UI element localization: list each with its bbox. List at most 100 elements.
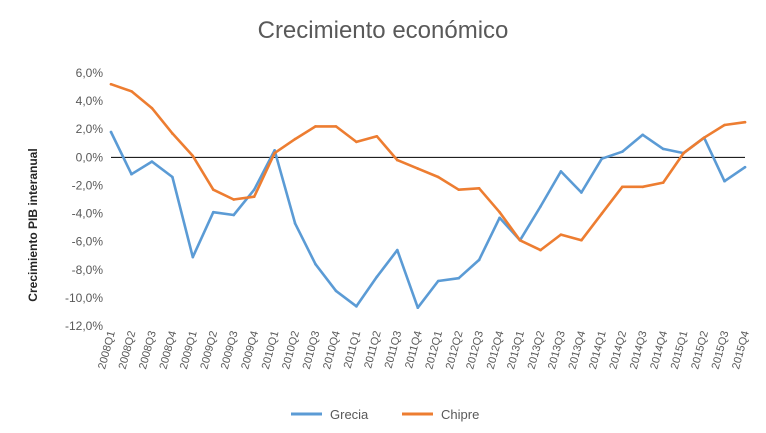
x-tick-label: 2015Q2 [689,330,711,371]
data-point [293,222,297,225]
x-tick-label: 2011Q1 [342,330,364,370]
data-point [273,149,276,152]
x-tick-label: 2015Q3 [710,330,732,371]
data-point [580,191,583,194]
data-point [171,175,174,179]
data-point [396,158,399,162]
y-tick-label: -2,0% [72,178,104,192]
y-axis: 6,0% 4,0% 2,0% 0,0% -2,0% -4,0% -6,0% -8,0% -10,… [65,66,103,333]
data-point [293,137,297,141]
data-point [375,134,379,138]
x-tick-label: 2014Q4 [648,330,670,371]
x-tick-label: 2012Q3 [464,330,486,371]
x-tick-label: 2010Q3 [301,330,323,371]
x-tick-label: 2012Q2 [444,330,466,371]
y-tick-label: 2,0% [76,122,104,136]
data-point [457,188,460,191]
y-tick-label: 0,0% [76,150,104,164]
data-point [702,136,706,139]
x-tick-label: 2010Q4 [321,330,343,371]
data-point [416,167,420,170]
y-tick-label: -6,0% [72,235,104,249]
y-tick-label: 4,0% [76,94,104,108]
data-point [600,157,604,161]
x-tick-label: 2008Q3 [137,330,159,371]
data-point [436,279,440,283]
data-point [518,238,522,242]
x-tick-label: 2013Q3 [546,330,568,371]
data-point [355,140,358,144]
data-point [498,210,501,214]
data-point [477,186,481,190]
data-point [661,181,665,184]
data-point [498,216,501,220]
x-tick-label: 2011Q4 [403,330,425,370]
x-tick-label: 2009Q2 [198,330,220,371]
data-point [314,125,317,128]
data-point [211,210,215,214]
data-point [457,276,460,280]
x-tick-label: 2010Q1 [260,330,282,371]
data-point [355,305,358,308]
x-tick-label: 2015Q1 [669,330,691,371]
legend-label: Chipre [441,407,479,422]
y-axis-label: Crecimiento PIB interanual [26,148,40,301]
data-point [150,160,154,163]
data-point [150,106,154,110]
x-tick-label: 2013Q4 [567,330,589,371]
x-tick-label: 2013Q1 [505,330,527,371]
series-lines [109,82,747,310]
y-tick-label: -12,0% [65,319,103,333]
x-tick-label: 2012Q1 [423,330,445,371]
data-point [232,213,236,217]
x-tick-label: 2009Q1 [178,330,200,371]
x-axis: 2008Q12008Q22008Q32008Q42009Q12009Q22009… [96,330,752,371]
data-point [109,130,113,134]
x-tick-label: 2013Q2 [526,330,548,371]
x-tick-label: 2015Q4 [730,330,752,371]
data-point [661,147,665,151]
y-tick-label: -10,0% [65,291,103,305]
y-tick-label: -4,0% [72,207,104,221]
x-tick-label: 2011Q3 [383,330,405,370]
data-point [109,82,113,86]
x-tick-label: 2008Q4 [158,330,180,371]
data-point [580,238,583,242]
series-line-chipre [109,82,747,252]
data-point [252,188,256,191]
data-point [539,205,542,208]
data-point [539,248,542,252]
x-tick-label: 2011Q2 [362,330,384,370]
data-point [314,262,317,266]
data-point [191,154,195,158]
chart-title: Crecimiento económico [258,17,509,44]
data-point [477,258,481,262]
y-tick-label: -8,0% [72,263,104,277]
data-point [743,165,747,169]
data-point [743,120,747,124]
data-point [723,179,726,183]
series-line-grecia [109,130,747,310]
data-point [334,125,338,128]
x-tick-label: 2014Q1 [587,330,609,371]
data-point [211,188,215,191]
data-point [559,170,563,173]
data-point [232,198,236,201]
data-point [620,185,624,189]
x-tick-label: 2014Q3 [628,330,650,371]
data-point [600,212,604,215]
data-point [620,150,624,154]
x-tick-label: 2008Q2 [117,330,139,371]
x-tick-label: 2014Q2 [607,330,629,371]
data-point [191,255,195,259]
legend: Grecia Chipre [291,407,479,422]
data-point [273,151,276,155]
x-tick-label: 2008Q1 [96,330,118,371]
data-point [416,306,420,310]
data-point [171,132,174,135]
x-tick-label: 2010Q2 [280,330,302,371]
data-point [559,233,563,236]
data-point [130,89,133,93]
data-point [252,195,256,198]
